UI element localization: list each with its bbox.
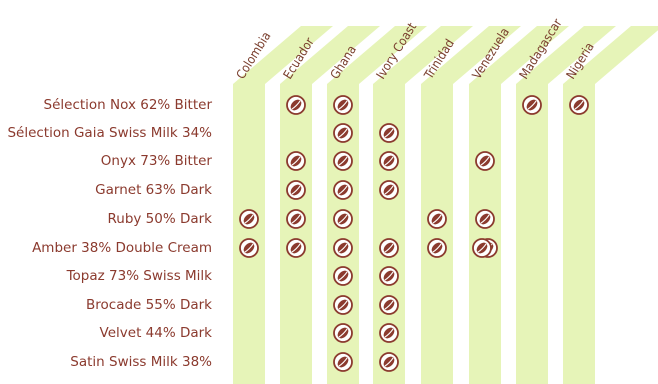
cocoa-bean-icon [286, 151, 306, 171]
row-label: Velvet 44% Dark [99, 325, 212, 341]
cocoa-bean-icon [333, 209, 353, 229]
cocoa-bean-icon [379, 266, 399, 286]
cocoa-bean-icon [333, 238, 353, 258]
cocoa-bean-icon [239, 238, 259, 258]
row-label: Sélection Nox 62% Bitter [43, 97, 212, 113]
row-label: Sélection Gaia Swiss Milk 34% [7, 125, 212, 141]
column-band-trinidad [421, 26, 521, 384]
column-band-ghana [327, 26, 427, 384]
row-label: Satin Swiss Milk 38% [70, 354, 212, 370]
cocoa-bean-icon [475, 151, 495, 171]
cocoa-bean-icon [427, 238, 447, 258]
column-band-ecuador [280, 26, 380, 384]
cocoa-bean-icon [475, 209, 495, 229]
column-band-ivory-coast [373, 26, 473, 384]
row-label: Garnet 63% Dark [95, 182, 212, 198]
cocoa-bean-icon [333, 151, 353, 171]
column-band-colombia [233, 26, 333, 384]
cocoa-bean-icon [286, 95, 306, 115]
cocoa-bean-icon [333, 180, 353, 200]
row-label: Amber 38% Double Cream [32, 240, 212, 256]
cocoa-bean-icon [427, 209, 447, 229]
column-band-madagascar [516, 26, 616, 384]
cocoa-bean-icon [333, 352, 353, 372]
cocoa-bean-icon [379, 123, 399, 143]
cocoa-bean-icon [286, 238, 306, 258]
cocoa-bean-icon [379, 151, 399, 171]
cocoa-bean-icon [333, 295, 353, 315]
column-band-nigeria [563, 26, 658, 384]
cocoa-bean-icon [522, 95, 542, 115]
row-label: Onyx 73% Bitter [100, 153, 212, 169]
cocoa-bean-icon [379, 238, 399, 258]
cocoa-bean-icon [286, 209, 306, 229]
cocoa-bean-icon [569, 95, 589, 115]
cocoa-bean-icon [333, 123, 353, 143]
cocoa-bean-icon [239, 209, 259, 229]
cocoa-bean-icon [379, 323, 399, 343]
row-label: Ruby 50% Dark [107, 211, 212, 227]
cocoa-bean-icon [333, 323, 353, 343]
cocoa-bean-icon [379, 352, 399, 372]
cocoa-bean-icon [286, 180, 306, 200]
cocoa-bean-icon [379, 295, 399, 315]
column-band-venezuela [469, 26, 569, 384]
cocoa-bean-icon [333, 95, 353, 115]
cocoa-bean-icon [333, 266, 353, 286]
row-label: Brocade 55% Dark [86, 297, 212, 313]
cocoa-bean-icon [379, 180, 399, 200]
cocoa-bean-icon [472, 238, 492, 258]
row-label: Topaz 73% Swiss Milk [66, 268, 212, 284]
